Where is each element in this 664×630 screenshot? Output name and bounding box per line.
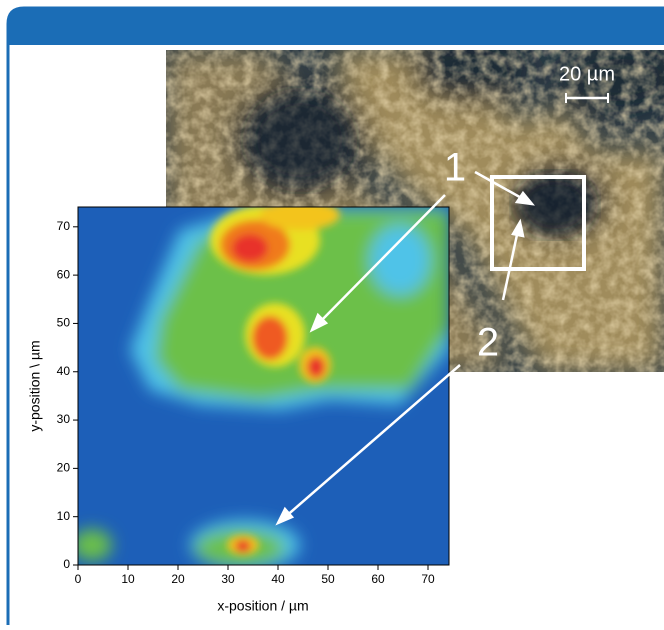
y-tick-label: 70 (57, 219, 71, 233)
x-tick-label: 0 (75, 572, 82, 586)
x-tick-label: 10 (121, 572, 135, 586)
y-tick-label: 50 (57, 316, 71, 330)
y-tick-label: 40 (57, 364, 71, 378)
x-tick-label: 60 (371, 572, 385, 586)
y-tick-label: 0 (63, 557, 70, 571)
x-tick-label: 40 (271, 572, 285, 586)
heatmap-image (78, 207, 449, 565)
x-tick-label: 70 (421, 572, 435, 586)
y-tick-label: 30 (57, 412, 71, 426)
callout-label: 1 (444, 146, 466, 190)
y-tick-label: 10 (57, 509, 71, 523)
y-tick-label: 20 (57, 461, 71, 475)
x-tick-label: 50 (321, 572, 335, 586)
arrows (275, 170, 535, 526)
y-axis-label: y-position \ µm (27, 340, 43, 431)
plot-frame (77, 206, 450, 566)
x-tick-label: 20 (171, 572, 185, 586)
header-bar (8, 8, 664, 45)
y-tick-label: 60 (57, 267, 71, 281)
x-tick-label: 30 (221, 572, 235, 586)
scale-bar-label: 20 µm (559, 63, 615, 85)
x-axis-label: x-position / µm (217, 598, 308, 614)
roi-box (490, 175, 586, 271)
callout-label: 2 (477, 321, 499, 365)
